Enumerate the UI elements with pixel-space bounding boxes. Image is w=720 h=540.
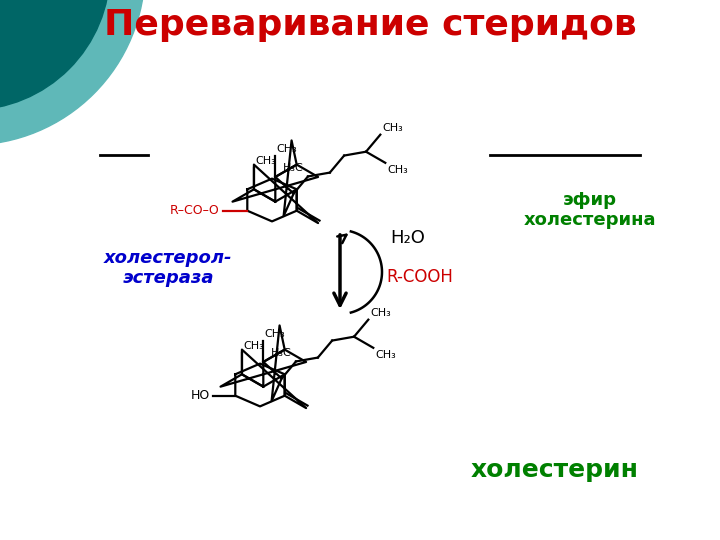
Text: холестерол-
эстераза: холестерол- эстераза — [104, 248, 233, 287]
Text: H₂O: H₂O — [390, 229, 425, 247]
Text: эфир
холестерина: эфир холестерина — [523, 191, 656, 229]
Text: CH₃: CH₃ — [276, 144, 297, 154]
Text: CH₃: CH₃ — [387, 165, 408, 175]
Circle shape — [0, 0, 110, 110]
Text: R-COOH: R-COOH — [386, 268, 453, 286]
Text: CH₃: CH₃ — [243, 341, 264, 352]
Text: R–CO–O: R–CO–O — [170, 204, 220, 217]
Text: H₃C: H₃C — [283, 164, 304, 173]
Text: CH₃: CH₃ — [255, 156, 276, 166]
Text: CH₃: CH₃ — [375, 350, 396, 360]
Text: CH₃: CH₃ — [382, 123, 403, 133]
Text: Переваривание стеридов: Переваривание стеридов — [104, 8, 636, 42]
Text: CH₃: CH₃ — [370, 308, 391, 318]
Text: H₃C: H₃C — [271, 348, 292, 359]
Text: CH₃: CH₃ — [264, 329, 285, 339]
Text: HO: HO — [191, 389, 210, 402]
Circle shape — [0, 0, 145, 145]
Text: холестерин: холестерин — [471, 458, 639, 482]
